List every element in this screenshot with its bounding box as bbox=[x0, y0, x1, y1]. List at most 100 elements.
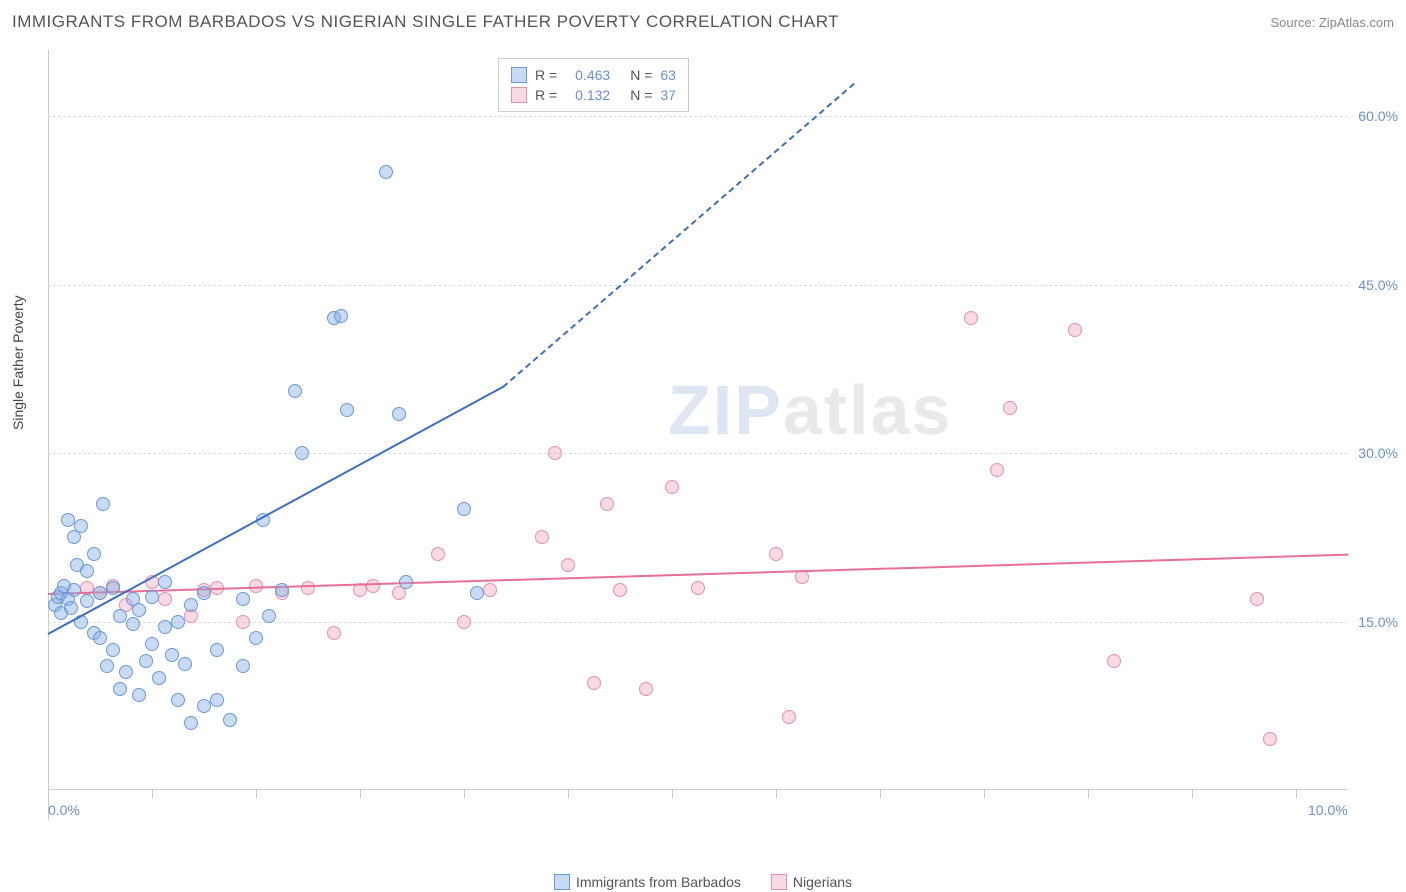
data-point-barbados bbox=[379, 165, 393, 179]
data-point-barbados bbox=[197, 699, 211, 713]
x-tick-mark bbox=[1296, 790, 1297, 798]
data-point-barbados bbox=[119, 665, 133, 679]
source-attribution: Source: ZipAtlas.com bbox=[1270, 15, 1394, 30]
legend-swatch-nigerians bbox=[771, 874, 787, 890]
x-tick-label: 0.0% bbox=[48, 802, 80, 818]
data-point-barbados bbox=[178, 657, 192, 671]
data-point-barbados bbox=[87, 547, 101, 561]
data-point-nigerians bbox=[665, 480, 679, 494]
data-point-barbados bbox=[236, 659, 250, 673]
data-point-nigerians bbox=[457, 615, 471, 629]
data-point-barbados bbox=[113, 682, 127, 696]
data-point-barbados bbox=[158, 575, 172, 589]
data-point-barbados bbox=[106, 581, 120, 595]
data-point-nigerians bbox=[964, 311, 978, 325]
data-point-barbados bbox=[139, 654, 153, 668]
x-tick-mark bbox=[672, 790, 673, 798]
data-point-nigerians bbox=[236, 615, 250, 629]
x-tick-label: 10.0% bbox=[1308, 802, 1348, 818]
data-point-barbados bbox=[67, 583, 81, 597]
chart-plot-area: 15.0%30.0%45.0%60.0%0.0%10.0%ZIPatlasR =… bbox=[48, 50, 1348, 820]
data-point-barbados bbox=[470, 586, 484, 600]
x-tick-mark bbox=[776, 790, 777, 798]
gridline bbox=[48, 285, 1348, 286]
data-point-nigerians bbox=[548, 446, 562, 460]
legend-swatch-barbados bbox=[554, 874, 570, 890]
y-axis-line bbox=[48, 50, 49, 820]
y-tick-label: 15.0% bbox=[1348, 614, 1398, 630]
data-point-barbados bbox=[93, 631, 107, 645]
data-point-barbados bbox=[80, 564, 94, 578]
data-point-barbados bbox=[132, 688, 146, 702]
data-point-barbados bbox=[171, 615, 185, 629]
data-point-barbados bbox=[236, 592, 250, 606]
x-tick-mark bbox=[568, 790, 569, 798]
data-point-nigerians bbox=[158, 592, 172, 606]
stats-row-barbados: R = 0.463N = 63 bbox=[511, 65, 676, 85]
y-tick-label: 45.0% bbox=[1348, 277, 1398, 293]
x-axis-line bbox=[48, 789, 1348, 790]
y-tick-label: 30.0% bbox=[1348, 445, 1398, 461]
data-point-nigerians bbox=[366, 579, 380, 593]
x-tick-mark bbox=[1192, 790, 1193, 798]
data-point-nigerians bbox=[587, 676, 601, 690]
data-point-barbados bbox=[61, 513, 75, 527]
legend-label-nigerians: Nigerians bbox=[793, 874, 852, 890]
data-point-nigerians bbox=[600, 497, 614, 511]
data-point-barbados bbox=[295, 446, 309, 460]
data-point-barbados bbox=[275, 583, 289, 597]
data-point-barbados bbox=[249, 631, 263, 645]
stats-row-nigerians: R = 0.132N = 37 bbox=[511, 85, 676, 105]
data-point-barbados bbox=[288, 384, 302, 398]
data-point-barbados bbox=[64, 601, 78, 615]
data-point-barbados bbox=[210, 643, 224, 657]
stats-swatch-barbados bbox=[511, 67, 527, 83]
data-point-barbados bbox=[158, 620, 172, 634]
legend-item-nigerians: Nigerians bbox=[771, 874, 852, 890]
legend-label-barbados: Immigrants from Barbados bbox=[576, 874, 741, 890]
legend: Immigrants from Barbados Nigerians bbox=[0, 874, 1406, 890]
data-point-barbados bbox=[262, 609, 276, 623]
data-point-nigerians bbox=[535, 530, 549, 544]
data-point-barbados bbox=[223, 713, 237, 727]
x-tick-mark bbox=[880, 790, 881, 798]
x-tick-mark bbox=[256, 790, 257, 798]
x-tick-mark bbox=[1088, 790, 1089, 798]
data-point-barbados bbox=[152, 671, 166, 685]
data-point-nigerians bbox=[431, 547, 445, 561]
data-point-nigerians bbox=[1250, 592, 1264, 606]
data-point-nigerians bbox=[769, 547, 783, 561]
data-point-barbados bbox=[165, 648, 179, 662]
stats-box: R = 0.463N = 63R = 0.132N = 37 bbox=[498, 58, 689, 112]
watermark: ZIPatlas bbox=[668, 370, 952, 450]
data-point-nigerians bbox=[561, 558, 575, 572]
data-point-barbados bbox=[145, 637, 159, 651]
data-point-barbados bbox=[210, 693, 224, 707]
data-point-nigerians bbox=[327, 626, 341, 640]
data-point-barbados bbox=[334, 309, 348, 323]
data-point-barbados bbox=[80, 594, 94, 608]
data-point-barbados bbox=[340, 403, 354, 417]
gridline bbox=[48, 453, 1348, 454]
data-point-barbados bbox=[113, 609, 127, 623]
data-point-barbados bbox=[197, 586, 211, 600]
data-point-barbados bbox=[184, 598, 198, 612]
data-point-barbados bbox=[96, 497, 110, 511]
data-point-barbados bbox=[399, 575, 413, 589]
x-tick-mark bbox=[152, 790, 153, 798]
data-point-nigerians bbox=[1263, 732, 1277, 746]
data-point-nigerians bbox=[1107, 654, 1121, 668]
data-point-nigerians bbox=[301, 581, 315, 595]
data-point-barbados bbox=[74, 519, 88, 533]
y-axis-label: Single Father Poverty bbox=[10, 295, 26, 430]
data-point-nigerians bbox=[639, 682, 653, 696]
data-point-nigerians bbox=[483, 583, 497, 597]
data-point-nigerians bbox=[990, 463, 1004, 477]
stats-swatch-nigerians bbox=[511, 87, 527, 103]
y-tick-label: 60.0% bbox=[1348, 108, 1398, 124]
data-point-nigerians bbox=[613, 583, 627, 597]
x-tick-mark bbox=[360, 790, 361, 798]
data-point-nigerians bbox=[691, 581, 705, 595]
data-point-nigerians bbox=[782, 710, 796, 724]
data-point-barbados bbox=[392, 407, 406, 421]
